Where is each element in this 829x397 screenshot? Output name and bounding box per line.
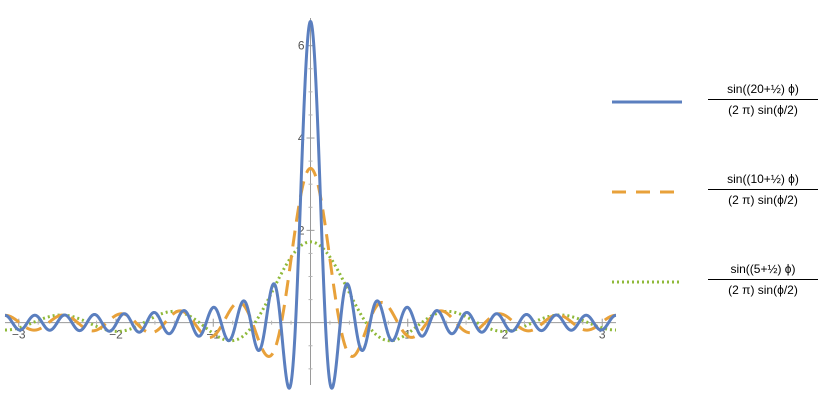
legend: sin((20+½) ϕ) (2 π) sin(ϕ/2) sin((10+½) …	[600, 70, 825, 340]
legend-label-n20: sin((20+½) ϕ) (2 π) sin(ϕ/2)	[708, 82, 818, 117]
legend-item-n5: sin((5+½) ϕ) (2 π) sin(ϕ/2)	[600, 250, 825, 340]
x-tick-label: 3	[599, 328, 606, 342]
legend-denominator-n5: (2 π) sin(ϕ/2)	[728, 283, 798, 297]
legend-item-n10: sin((10+½) ϕ) (2 π) sin(ϕ/2)	[600, 160, 825, 250]
x-tick-label: −3	[12, 328, 26, 342]
x-tick-label: 2	[502, 328, 509, 342]
legend-item-n20: sin((20+½) ϕ) (2 π) sin(ϕ/2)	[600, 70, 825, 160]
legend-swatch-n10	[612, 190, 682, 194]
legend-denominator-n10: (2 π) sin(ϕ/2)	[728, 193, 798, 207]
legend-numerator-n20: sin((20+½) ϕ)	[708, 82, 818, 100]
legend-numerator-n5: sin((5+½) ϕ)	[708, 262, 818, 280]
series-line-n10	[3, 166, 618, 358]
y-tick-label: 6	[298, 39, 305, 53]
legend-label-n10: sin((10+½) ϕ) (2 π) sin(ϕ/2)	[708, 172, 818, 207]
y-tick-label: 2	[298, 223, 305, 237]
legend-swatch-n5	[612, 280, 682, 284]
legend-label-n5: sin((5+½) ϕ) (2 π) sin(ϕ/2)	[708, 262, 818, 297]
legend-swatch-n20	[612, 100, 682, 104]
legend-numerator-n10: sin((10+½) ϕ)	[708, 172, 818, 190]
legend-denominator-n20: (2 π) sin(ϕ/2)	[728, 103, 798, 117]
series-line-n20	[3, 19, 618, 390]
